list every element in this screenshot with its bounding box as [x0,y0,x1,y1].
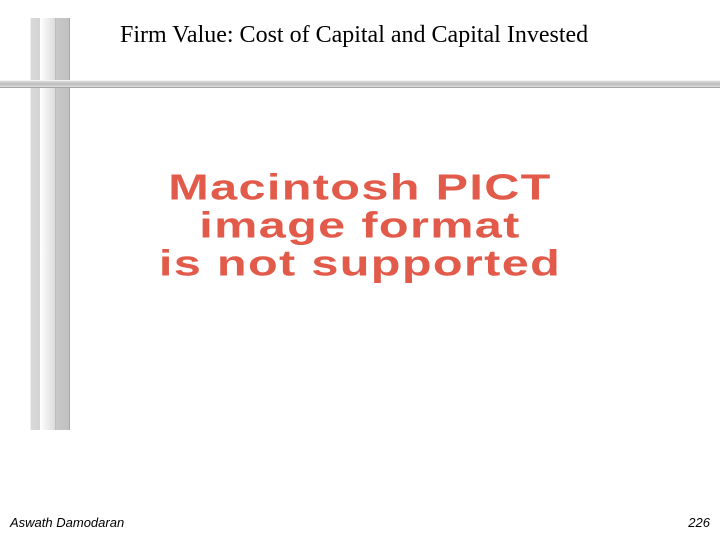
sidebar-bar-notch [30,0,70,18]
slide-title: Firm Value: Cost of Capital and Capital … [120,22,588,49]
footer-page-number: 226 [688,515,710,530]
pict-error-message: Macintosh PICT image format is not suppo… [159,168,561,281]
slide: Firm Value: Cost of Capital and Capital … [0,0,720,540]
pict-error-line-3: is not supported [159,244,561,282]
title-divider [0,80,720,88]
pict-error-line-1: Macintosh PICT [159,168,561,206]
pict-error-line-2: image format [159,206,561,244]
sidebar-bar-inner [40,0,56,430]
footer-author: Aswath Damodaran [10,515,124,530]
